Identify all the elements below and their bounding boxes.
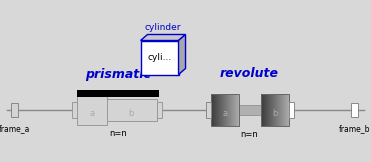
Polygon shape: [141, 35, 186, 40]
Bar: [206, 102, 211, 118]
Bar: [276, 94, 278, 126]
Bar: [239, 105, 260, 115]
Bar: [289, 102, 293, 118]
Bar: [233, 94, 234, 126]
Bar: [285, 94, 286, 126]
Bar: [224, 94, 226, 126]
Bar: [214, 94, 216, 126]
Bar: [283, 94, 285, 126]
Bar: [267, 94, 269, 126]
Bar: [216, 94, 217, 126]
Bar: [223, 94, 224, 126]
Bar: [234, 94, 236, 126]
Bar: [272, 94, 273, 126]
Bar: [72, 102, 77, 118]
Text: prismatic: prismatic: [85, 68, 151, 81]
Bar: [221, 94, 223, 126]
Text: cyli...: cyli...: [147, 53, 172, 62]
Bar: [273, 94, 275, 126]
Bar: [77, 90, 159, 97]
Text: frame_a: frame_a: [0, 124, 30, 133]
Bar: [220, 94, 221, 126]
Bar: [286, 94, 288, 126]
Bar: [262, 94, 263, 126]
Text: b: b: [272, 109, 277, 118]
Bar: [211, 94, 213, 126]
Bar: [105, 99, 157, 121]
Bar: [77, 95, 107, 125]
Text: cylinder: cylinder: [145, 23, 181, 33]
Bar: [351, 103, 358, 117]
Bar: [237, 94, 239, 126]
Text: revolute: revolute: [220, 67, 279, 80]
Text: frame_b: frame_b: [339, 124, 370, 133]
Bar: [269, 94, 270, 126]
Bar: [266, 94, 267, 126]
Bar: [12, 103, 18, 117]
Bar: [232, 94, 233, 126]
Bar: [236, 94, 237, 126]
Bar: [265, 94, 266, 126]
Text: n=n: n=n: [241, 130, 259, 139]
Bar: [263, 94, 265, 126]
Bar: [280, 94, 282, 126]
Bar: [219, 94, 220, 126]
Bar: [157, 102, 162, 118]
Bar: [270, 94, 272, 126]
Bar: [141, 40, 178, 75]
Bar: [229, 94, 230, 126]
Text: n=n: n=n: [109, 129, 127, 138]
Bar: [211, 94, 239, 126]
Bar: [226, 94, 227, 126]
Text: a: a: [222, 109, 227, 118]
Bar: [217, 94, 219, 126]
Bar: [227, 94, 229, 126]
Bar: [230, 94, 232, 126]
Bar: [278, 94, 279, 126]
Text: b: b: [128, 109, 134, 118]
Bar: [213, 94, 214, 126]
Bar: [282, 94, 283, 126]
Bar: [279, 94, 280, 126]
Bar: [260, 94, 262, 126]
Text: a: a: [89, 109, 95, 118]
Bar: [260, 94, 289, 126]
Polygon shape: [178, 35, 186, 75]
Bar: [288, 94, 289, 126]
Bar: [275, 94, 276, 126]
